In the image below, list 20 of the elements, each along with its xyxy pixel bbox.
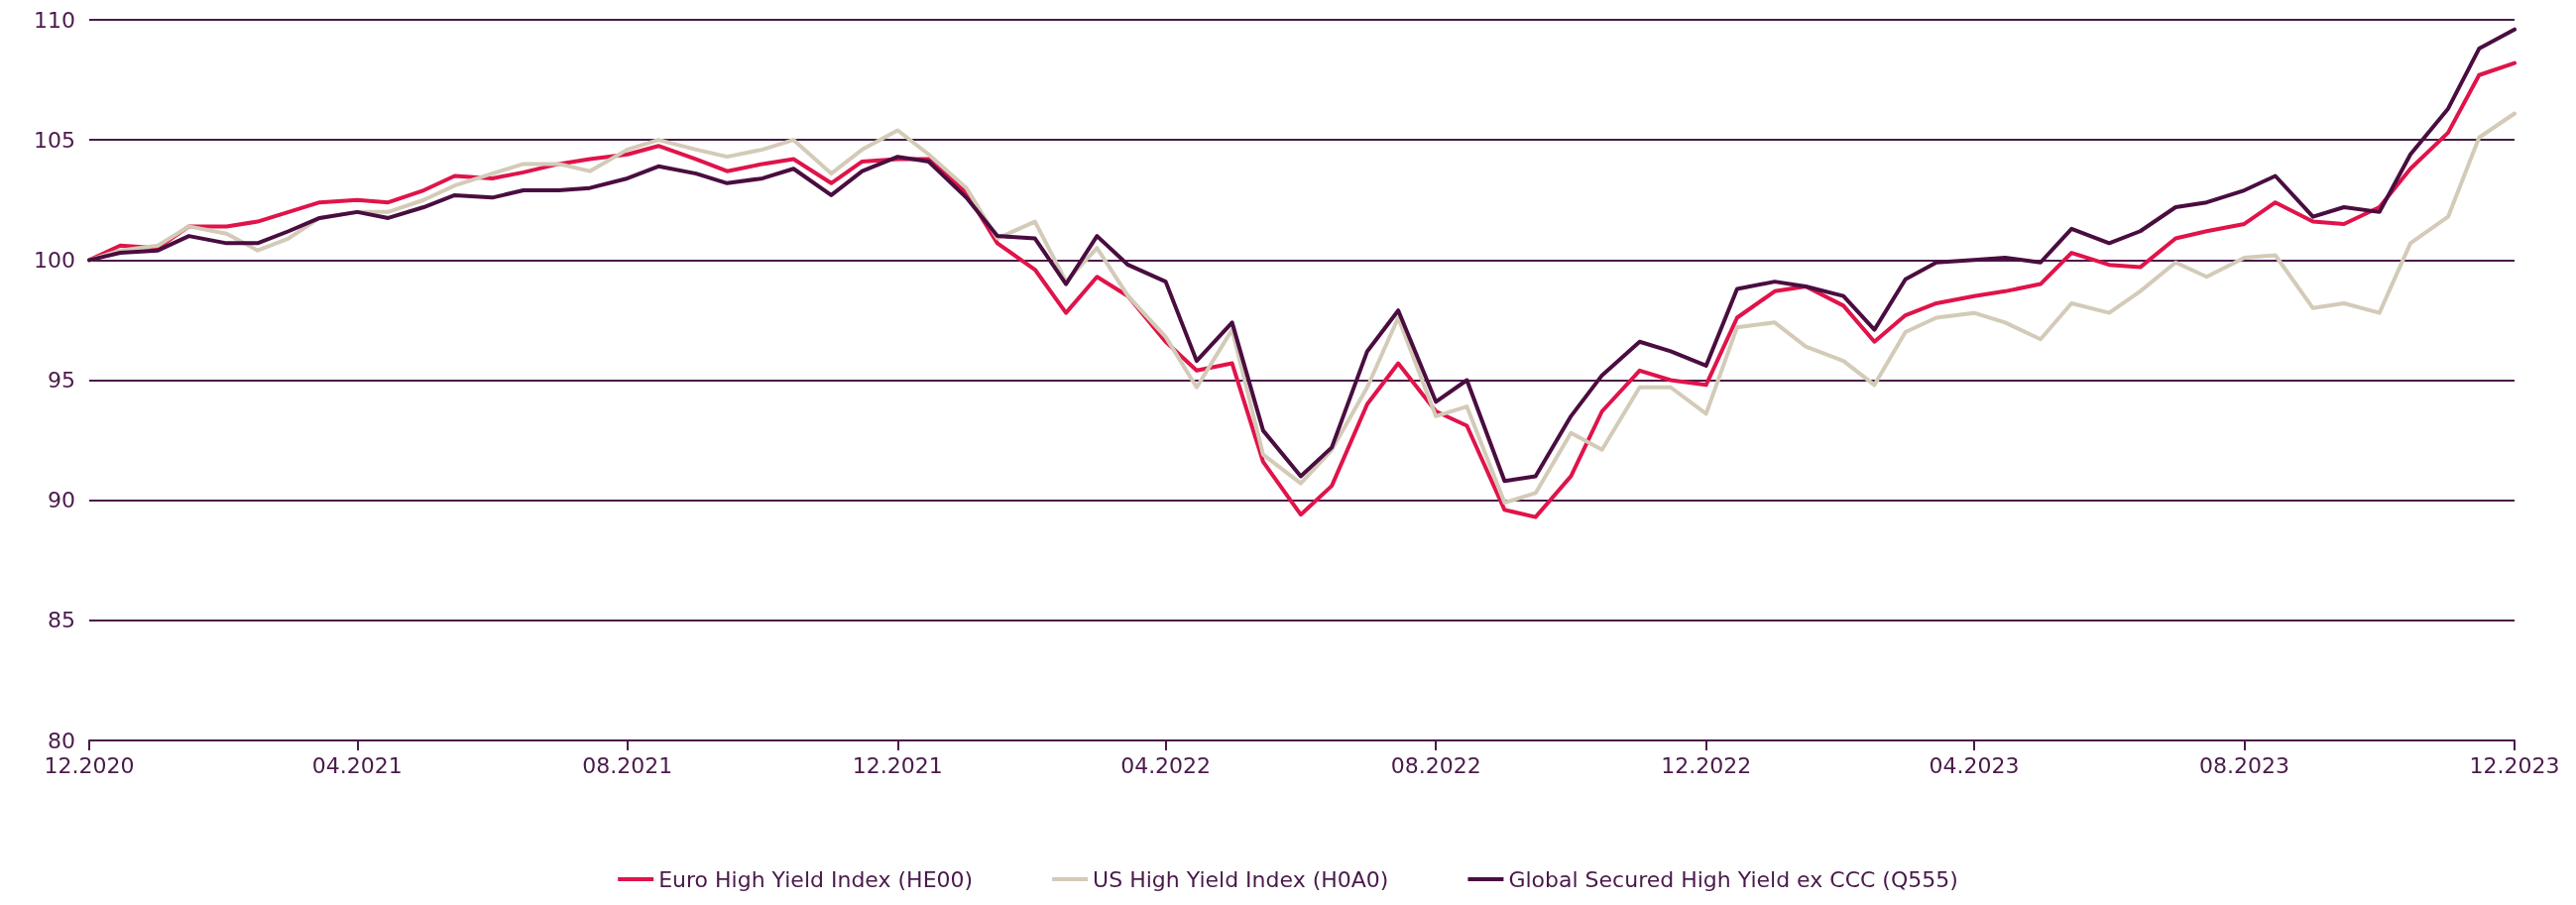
y-tick-label: 85: [48, 608, 75, 633]
x-tick-label: 08.2021: [582, 752, 673, 778]
x-tick-label: 08.2022: [1390, 752, 1481, 778]
y-tick-label: 105: [34, 127, 75, 153]
legend-label: Global Secured High Yield ex CCC (Q555): [1508, 866, 1958, 892]
x-tick-label: 12.2022: [1661, 752, 1752, 778]
y-tick-label: 95: [48, 368, 75, 393]
x-tick-label: 12.2023: [2469, 752, 2560, 778]
y-tick-label: 80: [48, 728, 75, 753]
x-tick-label: 12.2020: [44, 752, 135, 778]
x-tick-label: 04.2021: [311, 752, 403, 778]
y-tick-label: 90: [48, 488, 75, 513]
y-tick-label: 110: [34, 7, 75, 33]
legend-label: US High Yield Index (H0A0): [1093, 866, 1389, 892]
x-tick-label: 12.2021: [852, 752, 943, 778]
legend-label: Euro High Yield Index (HE00): [658, 866, 974, 892]
x-tick-label: 08.2023: [2198, 752, 2289, 778]
x-tick-label: 04.2023: [1929, 752, 2020, 778]
y-tick-label: 100: [34, 247, 75, 273]
x-tick-label: 04.2022: [1120, 752, 1212, 778]
